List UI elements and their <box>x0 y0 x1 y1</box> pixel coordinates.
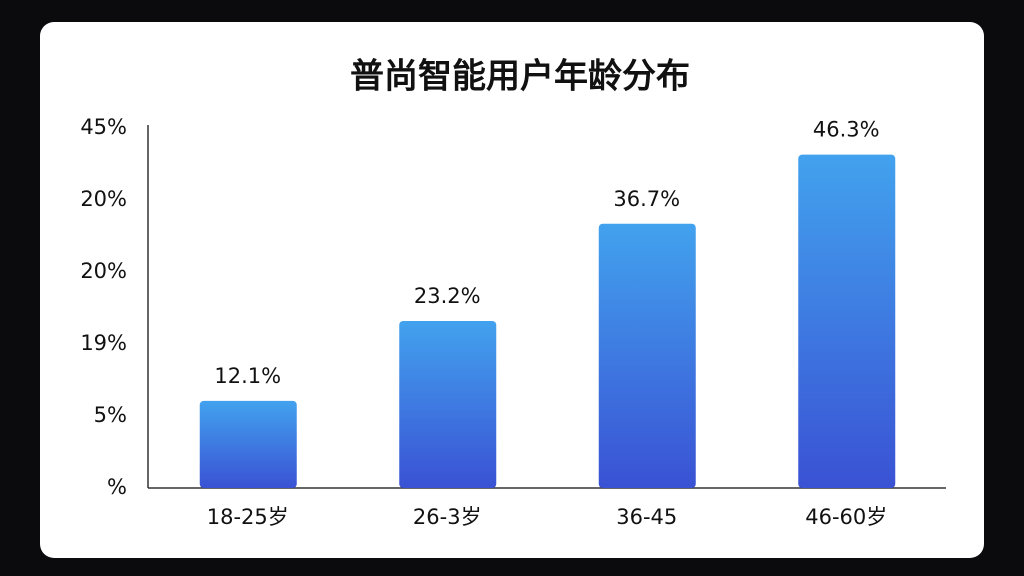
value-label: 36.7% <box>613 187 680 211</box>
value-label: 12.1% <box>214 364 281 388</box>
value-label: 23.2% <box>414 284 481 308</box>
x-tick-label: 36-45 <box>616 505 677 529</box>
bar <box>199 400 297 488</box>
y-axis-label: 20% <box>80 259 127 283</box>
y-axis-label: 19% <box>80 331 127 355</box>
x-tick-label: 26-3岁 <box>413 505 482 529</box>
y-axis-label: 20% <box>80 187 127 211</box>
x-tick-label: 46-60岁 <box>805 505 887 529</box>
y-axis-label: 5% <box>94 403 127 427</box>
bar <box>399 320 497 488</box>
chart-title: 普尚智能用户年龄分布 <box>350 57 690 97</box>
bar <box>598 223 696 488</box>
y-axis-label: % <box>107 475 127 499</box>
value-label: 46.3% <box>813 118 880 142</box>
y-axis-label: 45% <box>80 115 127 139</box>
x-tick-label: 18-25岁 <box>207 505 289 529</box>
bar <box>798 154 896 488</box>
